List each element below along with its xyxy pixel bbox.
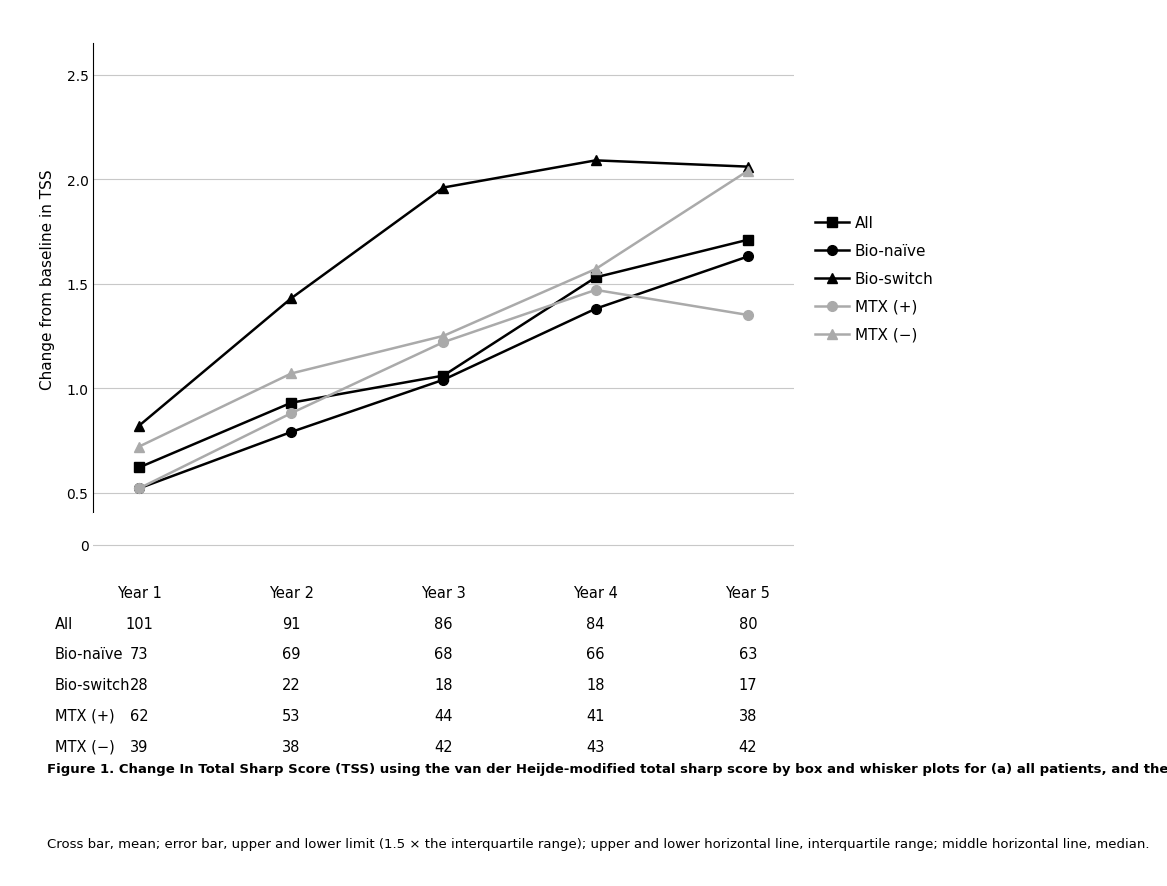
- Bio-switch: [436, 183, 450, 194]
- All: [741, 235, 755, 245]
- Line: All: All: [134, 236, 753, 473]
- Bio-switch: [285, 293, 299, 304]
- Text: 86: 86: [434, 616, 453, 631]
- Bio-naïve: [285, 427, 299, 438]
- Text: 80: 80: [739, 616, 757, 631]
- Text: MTX (+): MTX (+): [55, 708, 114, 723]
- Text: 38: 38: [739, 708, 757, 723]
- MTX (−): [285, 369, 299, 379]
- Text: 68: 68: [434, 647, 453, 662]
- All: [436, 371, 450, 382]
- MTX (−): [132, 442, 146, 453]
- Line: MTX (−): MTX (−): [134, 167, 753, 452]
- Text: 84: 84: [587, 616, 605, 631]
- Text: 101: 101: [125, 616, 153, 631]
- MTX (+): [436, 338, 450, 348]
- Text: Bio-naïve: Bio-naïve: [55, 647, 124, 662]
- Text: 53: 53: [282, 708, 300, 723]
- Text: 66: 66: [587, 647, 605, 662]
- Text: 69: 69: [282, 647, 300, 662]
- Line: Bio-naïve: Bio-naïve: [134, 253, 753, 494]
- Text: Year 2: Year 2: [268, 586, 314, 600]
- Legend: All, Bio-naïve, Bio-switch, MTX (+), MTX (−): All, Bio-naïve, Bio-switch, MTX (+), MTX…: [816, 215, 934, 343]
- Text: 44: 44: [434, 708, 453, 723]
- Text: Bio-switch: Bio-switch: [55, 677, 131, 692]
- Bio-naïve: [436, 375, 450, 385]
- MTX (+): [741, 310, 755, 321]
- Text: MTX (−): MTX (−): [55, 739, 114, 754]
- Text: 39: 39: [130, 739, 148, 754]
- MTX (−): [436, 331, 450, 342]
- Text: Figure 1. Change In Total Sharp Score (TSS) using the van der Heijde-modified to: Figure 1. Change In Total Sharp Score (T…: [47, 762, 1167, 775]
- Bio-switch: [132, 421, 146, 431]
- MTX (+): [132, 484, 146, 494]
- Text: 28: 28: [130, 677, 148, 692]
- Text: 91: 91: [282, 616, 300, 631]
- Text: 38: 38: [282, 739, 300, 754]
- Text: 41: 41: [587, 708, 605, 723]
- Text: All: All: [55, 616, 74, 631]
- All: [285, 398, 299, 408]
- MTX (+): [588, 285, 602, 296]
- Bio-switch: [741, 162, 755, 173]
- Text: Year 1: Year 1: [117, 586, 161, 600]
- All: [588, 273, 602, 284]
- Text: 42: 42: [739, 739, 757, 754]
- All: [132, 462, 146, 473]
- Y-axis label: Change from baseline in TSS: Change from baseline in TSS: [41, 169, 55, 389]
- MTX (−): [741, 167, 755, 177]
- Text: 73: 73: [130, 647, 148, 662]
- MTX (+): [285, 408, 299, 419]
- Text: 18: 18: [587, 677, 605, 692]
- MTX (−): [588, 264, 602, 275]
- Text: Cross bar, mean; error bar, upper and lower limit (1.5 × the interquartile range: Cross bar, mean; error bar, upper and lo…: [47, 836, 1149, 850]
- Text: 42: 42: [434, 739, 453, 754]
- Text: 18: 18: [434, 677, 453, 692]
- Text: 63: 63: [739, 647, 757, 662]
- Text: 62: 62: [130, 708, 148, 723]
- Line: MTX (+): MTX (+): [134, 285, 753, 494]
- Text: 22: 22: [282, 677, 301, 692]
- Text: Year 5: Year 5: [726, 586, 770, 600]
- Text: 43: 43: [587, 739, 605, 754]
- Text: Year 3: Year 3: [421, 586, 466, 600]
- Text: Year 4: Year 4: [573, 586, 619, 600]
- Text: 17: 17: [739, 677, 757, 692]
- Bio-naïve: [588, 304, 602, 315]
- Bio-switch: [588, 156, 602, 167]
- Line: Bio-switch: Bio-switch: [134, 156, 753, 431]
- Bio-naïve: [741, 252, 755, 262]
- Bio-naïve: [132, 484, 146, 494]
